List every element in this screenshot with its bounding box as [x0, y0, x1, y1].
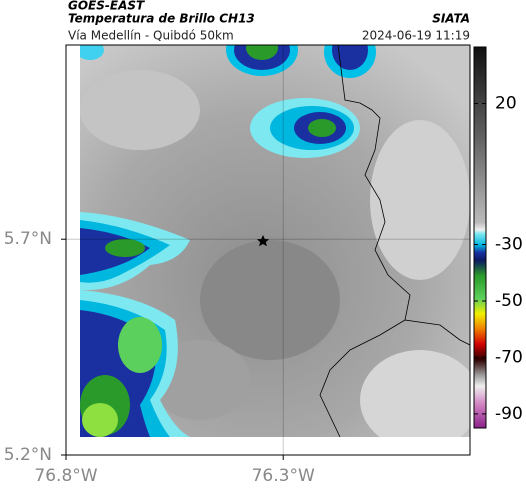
colorbar-tick-label: -50: [495, 291, 523, 311]
colorbar-tick-label: -30: [495, 235, 523, 255]
lon-tick-label: 76.8°W: [34, 466, 97, 486]
imagery: [80, 45, 470, 437]
lat-tick-label: 5.7°N: [4, 229, 52, 249]
colorbar-tick-label: 20: [495, 93, 517, 113]
colorbar-tick-label: -70: [495, 347, 523, 367]
datetime: 2024-06-19 11:19: [362, 29, 470, 43]
colorbar-tick-label: -90: [495, 404, 523, 424]
map-frame: [65, 44, 471, 456]
title: Temperatura de Brillo CH13: [68, 12, 255, 26]
source: GOES-EAST: [68, 0, 145, 13]
lon-tick-label: 76.3°W: [252, 466, 315, 486]
subtitle: Vía Medellín - Quibdó 50km: [68, 29, 234, 43]
colorbar: [473, 46, 487, 429]
organization: SIATA: [432, 12, 470, 26]
lat-tick-label: 5.2°N: [4, 445, 52, 465]
